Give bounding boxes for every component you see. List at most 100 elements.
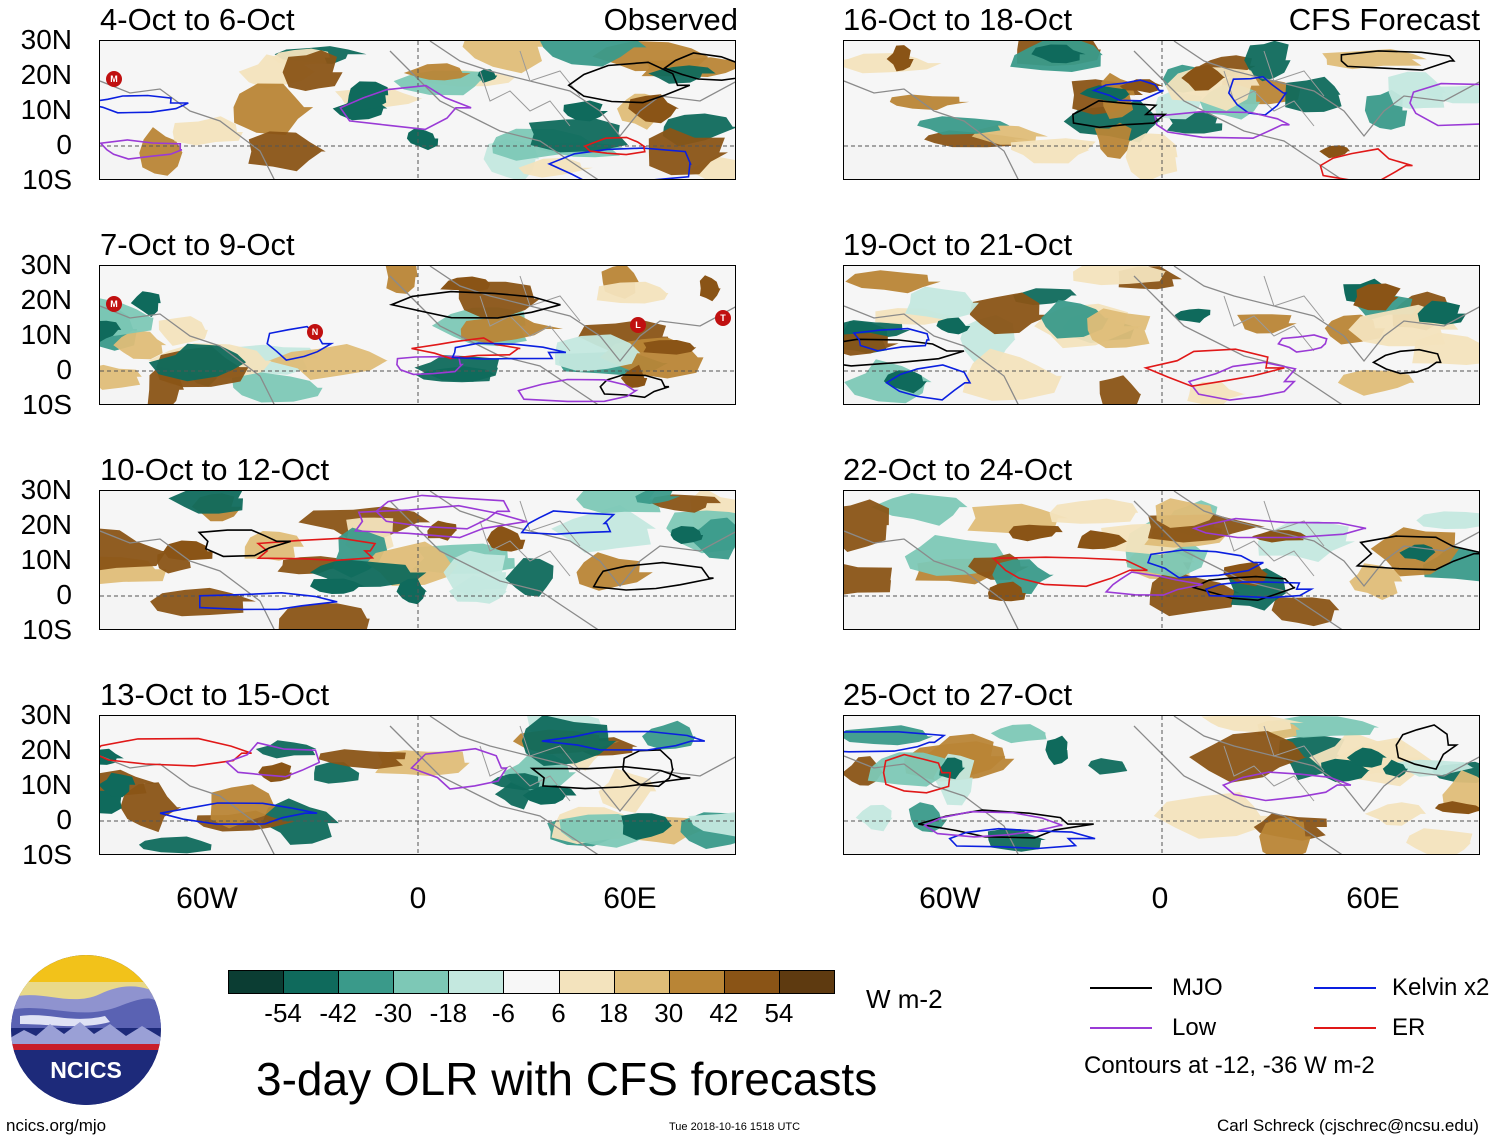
map-panel-fc-3: [843, 490, 1480, 630]
olr-anomaly-area: [1187, 382, 1246, 404]
wave-contour: [852, 327, 930, 352]
olr-anomaly-area: [855, 804, 893, 832]
wave-contour: [375, 494, 511, 530]
wave-contour: [844, 730, 947, 753]
storm-marker-m: M: [106, 296, 122, 312]
wave-contour: [410, 747, 508, 790]
olr-anomaly-core: [1174, 308, 1211, 323]
wave-contour: [517, 378, 639, 403]
lon-label-right-60w: 60W: [919, 882, 981, 915]
olr-anomaly-core: [1077, 530, 1128, 550]
coastline: [1133, 500, 1343, 629]
olr-anomaly-core: [440, 276, 491, 292]
olr-anomaly-area: [1189, 730, 1307, 783]
wave-contour: [1277, 334, 1328, 353]
olr-anomaly-core: [1008, 524, 1063, 542]
lat-label: 30N: [20, 474, 72, 505]
panel-title-fc-2: 19-Oct to 21-Oct: [843, 227, 1073, 262]
coastline: [1133, 50, 1343, 179]
coastline: [389, 725, 599, 854]
olr-anomaly-core: [699, 275, 721, 302]
colorbar-swatch: [503, 970, 560, 994]
wave-contour: [353, 504, 528, 539]
legend-line-kelvin: [1314, 987, 1376, 989]
colorbar-tick-label: 6: [551, 998, 566, 1028]
lon-label-left-60e: 60E: [603, 882, 657, 915]
observed-label: Observed: [603, 2, 738, 37]
legend-label-low: Low: [1172, 1014, 1217, 1041]
country-borders: [1223, 50, 1325, 127]
olr-anomaly-area: [845, 270, 941, 294]
olr-anomaly-area: [385, 266, 418, 294]
olr-anomaly-core: [100, 772, 136, 798]
storm-marker-m-label: M: [110, 74, 118, 84]
legend-line-er: [1314, 1027, 1376, 1029]
olr-anomaly-area: [875, 308, 959, 325]
wave-contour: [844, 338, 965, 367]
olr-anomaly-area: [596, 281, 669, 304]
colorbar-swatch: [393, 970, 450, 994]
olr-map: [844, 716, 1479, 854]
storm-marker-n-label: N: [311, 327, 319, 337]
legend-line-low: [1090, 1027, 1152, 1029]
olr-anomaly-core: [1223, 561, 1269, 587]
olr-anomaly-area: [871, 493, 968, 526]
coastline: [844, 305, 1019, 404]
panel-title-obs-1: 4-Oct to 6-Oct: [100, 2, 295, 37]
map-panel-obs-4: [99, 715, 736, 855]
olr-anomaly-area: [1087, 308, 1151, 349]
lat-label: 10S: [22, 164, 72, 195]
coastline: [844, 530, 1019, 629]
wave-contour: [100, 139, 183, 160]
legend-line-mjo: [1090, 987, 1152, 989]
coastline: [1133, 275, 1343, 404]
olr-anomaly-core: [522, 785, 577, 805]
wave-contour: [583, 136, 647, 156]
olr-anomaly-area: [278, 603, 370, 629]
coastline: [844, 80, 1019, 179]
wave-contour: [662, 52, 735, 82]
colorbar-tick-label: -42: [319, 998, 357, 1028]
wave-contour: [339, 84, 472, 131]
footer-author: Carl Schreck (cjschrec@ncsu.edu): [1217, 1116, 1479, 1135]
footer-url[interactable]: ncics.org/mjo: [6, 1116, 107, 1135]
olr-map: [100, 41, 735, 179]
wave-contour: [100, 737, 252, 767]
map-panel-fc-1: [843, 40, 1480, 180]
wave-contour: [884, 364, 972, 401]
colorbar-swatch: [558, 970, 615, 994]
olr-anomaly-core: [563, 100, 608, 122]
lat-label: 30N: [20, 24, 72, 55]
olr-anomaly-core: [1417, 300, 1467, 325]
wave-contour: [1221, 771, 1352, 802]
olr-anomaly-area: [528, 118, 628, 153]
coastline: [100, 530, 275, 629]
country-borders: [1223, 725, 1325, 802]
lat-label: 0: [56, 354, 72, 385]
olr-anomaly-area: [1010, 138, 1096, 164]
colorbar-swatch: [613, 970, 670, 994]
olr-anomaly-area: [1406, 828, 1473, 854]
country-borders: [1223, 275, 1325, 352]
wave-contour: [256, 537, 377, 562]
panel-title-obs-2: 7-Oct to 9-Oct: [100, 227, 295, 262]
olr-anomaly-core: [936, 317, 971, 335]
olr-anomaly-core: [628, 94, 679, 124]
lat-label: 30N: [20, 699, 72, 730]
wave-contour: [411, 337, 521, 360]
olr-anomaly-area: [554, 334, 641, 372]
colorbar-tick-label: -18: [429, 998, 468, 1028]
panel-title-obs-3: 10-Oct to 12-Oct: [100, 452, 330, 487]
olr-anomaly-area: [268, 344, 388, 380]
coastline: [1173, 491, 1479, 588]
olr-anomaly-area: [210, 784, 276, 829]
olr-anomaly-core: [486, 525, 526, 552]
wave-contour: [567, 61, 691, 104]
olr-anomaly-core: [886, 45, 914, 72]
wave-contour: [1104, 571, 1203, 596]
olr-anomaly-area: [414, 355, 500, 382]
colorbar-tick-label: -54: [264, 998, 302, 1028]
footer-timestamp: Tue 2018-10-16 1518 UTC: [669, 1121, 801, 1133]
olr-anomaly-area: [844, 564, 892, 595]
olr-anomaly-area: [120, 782, 182, 833]
